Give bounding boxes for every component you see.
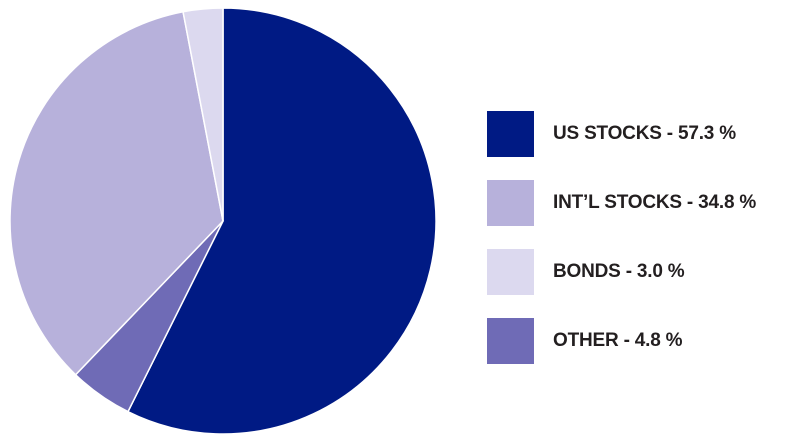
legend-item-intl-stocks: INT’L STOCKS - 34.8 % — [487, 180, 807, 226]
legend-item-bonds: BONDS - 3.0 % — [487, 249, 807, 295]
legend-item-us-stocks: US STOCKS - 57.3 % — [487, 111, 807, 157]
legend-item-other: OTHER - 4.8 % — [487, 318, 807, 364]
legend-swatch-us-stocks — [487, 111, 534, 157]
pie-chart — [9, 7, 437, 435]
legend-label-intl-stocks: INT’L STOCKS - 34.8 % — [553, 192, 757, 213]
legend-label-other: OTHER - 4.8 % — [553, 330, 683, 351]
pie-slice-int-l-stocks — [9, 11, 224, 376]
legend-label-us-stocks: US STOCKS - 57.3 % — [553, 123, 736, 144]
pie-slice-us-stocks — [127, 7, 437, 435]
legend: US STOCKS - 57.3 % INT’L STOCKS - 34.8 %… — [487, 111, 807, 387]
legend-swatch-other — [487, 318, 534, 364]
legend-label-bonds: BONDS - 3.0 % — [553, 261, 685, 282]
legend-swatch-intl-stocks — [487, 180, 534, 226]
pie-slice-bonds — [182, 7, 224, 222]
pie-slices — [9, 7, 437, 435]
legend-swatch-bonds — [487, 249, 534, 295]
